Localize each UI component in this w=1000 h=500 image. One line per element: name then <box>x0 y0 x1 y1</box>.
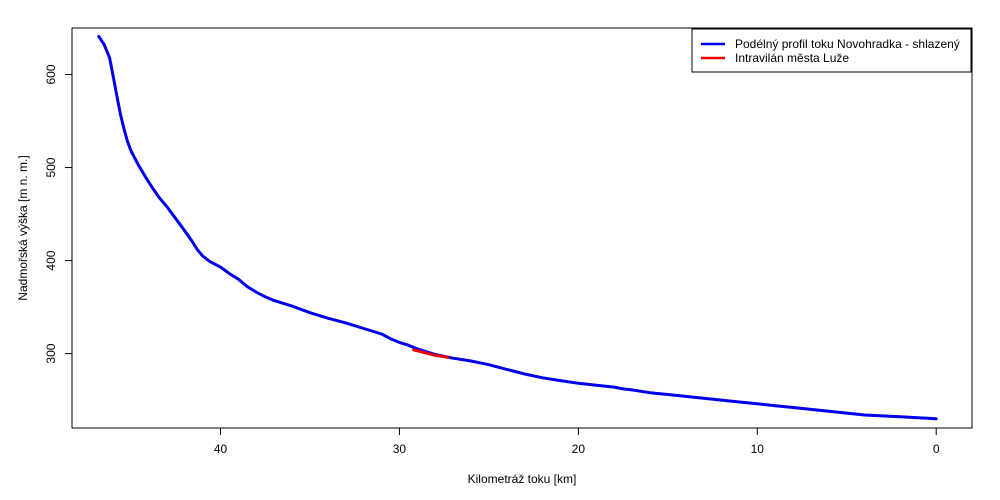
x-tick-label: 30 <box>393 442 407 456</box>
series-lines <box>97 34 938 421</box>
x-tick-label: 40 <box>214 442 228 456</box>
y-tick-label: 500 <box>44 157 58 177</box>
y-axis: 300 400 500 600 <box>44 64 73 364</box>
series-line-profile <box>97 34 938 421</box>
x-tick-label: 0 <box>933 442 940 456</box>
x-tick-label: 20 <box>572 442 586 456</box>
y-axis-title: Nadmořská výška [m n. m.] <box>16 155 30 300</box>
y-tick-label: 600 <box>44 64 58 84</box>
x-tick-label: 10 <box>751 442 765 456</box>
legend-label-profile: Podélný profil toku Novohradka - shlazen… <box>735 37 960 51</box>
y-tick-label: 300 <box>44 343 58 363</box>
legend-label-intravilan: Intravilán města Luže <box>735 51 849 65</box>
plot-frame <box>71 27 973 429</box>
x-axis: 40 30 20 10 0 <box>214 427 940 456</box>
x-axis-title: Kilometráž toku [km] <box>468 472 577 486</box>
y-tick-label: 400 <box>44 250 58 270</box>
legend-box <box>691 28 972 73</box>
legend: Podélný profil toku Novohradka - shlazen… <box>691 28 972 73</box>
series-line-intravilan <box>412 348 450 359</box>
